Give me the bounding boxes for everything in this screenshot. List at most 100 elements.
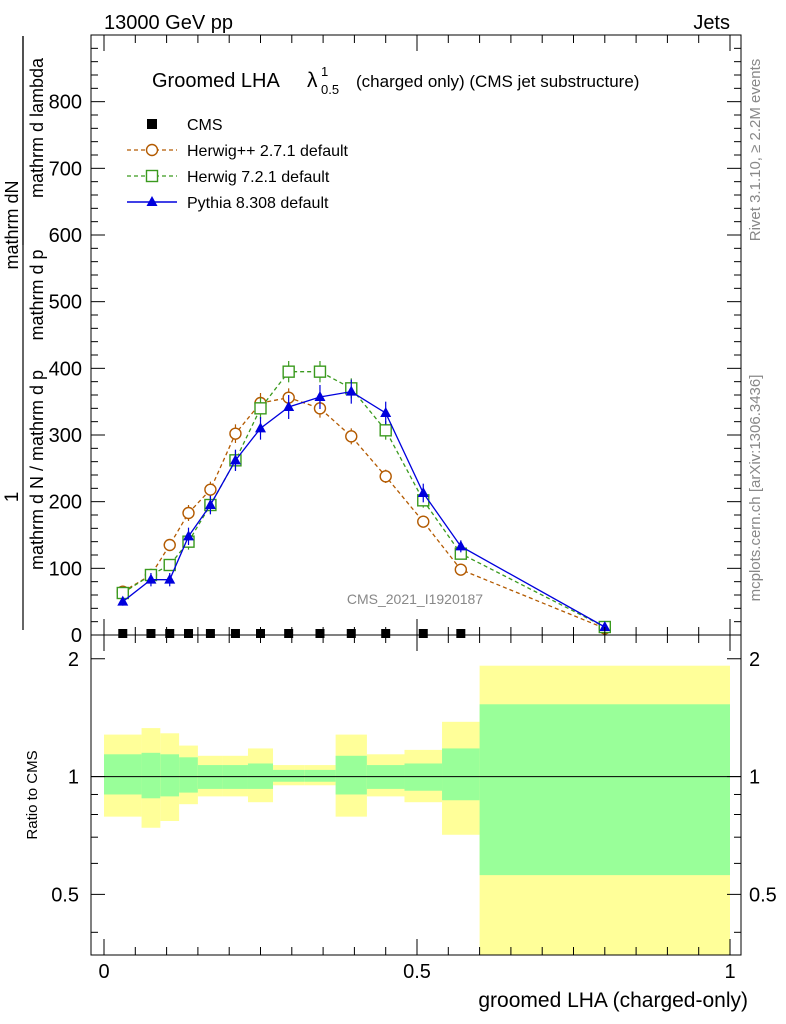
title-sub: 0.5: [321, 82, 339, 97]
main-ytick-label: 200: [49, 492, 82, 514]
title-symbol: λ: [307, 69, 318, 92]
point-pythia: [229, 454, 241, 465]
legend-marker-pythia: [146, 196, 158, 206]
ratio-ytick-label-left: 2: [68, 649, 79, 671]
legend-marker-herwig7: [145, 169, 159, 183]
ylabel-numerator-upper: mathrm dN: [2, 180, 22, 269]
series-line-herwig7: [122, 371, 606, 628]
ratio-ytick-label-left: 1: [68, 767, 79, 789]
ratio-ytick-label-right: 1: [749, 767, 760, 789]
header-left: 13000 GeV pp: [104, 12, 233, 34]
point-cms: [284, 629, 294, 638]
ratio-y-ticks: 0.5 0.5 1 1 2 2: [51, 649, 777, 933]
header-right: Jets: [693, 12, 730, 34]
point-herwig7: [379, 424, 392, 437]
x-tick-label: 0.5: [403, 961, 431, 983]
point-cms: [118, 629, 128, 638]
point-pythia: [455, 540, 467, 551]
point-herwig7: [282, 365, 295, 378]
point-herwig-pp: [182, 506, 195, 520]
point-herwig7: [254, 402, 267, 415]
main-ytick-label: 800: [49, 92, 82, 114]
point-pythia: [380, 407, 392, 417]
point-herwig-pp: [204, 483, 217, 496]
point-pythia: [117, 595, 129, 606]
main-ytick-label: 500: [49, 292, 82, 314]
point-herwig-pp: [379, 470, 392, 483]
main-y-axis-label: 1 mathrm d N / mathrm d p mathrm d p mat…: [2, 36, 47, 630]
side-text-top: Rivet 3.1.10, ≥ 2.2M events: [747, 59, 764, 242]
point-cms: [205, 629, 215, 638]
band-inner: [304, 769, 336, 782]
legend-marker-herwig-pp: [145, 143, 159, 157]
legend: CMS Herwig++ 2.7.1 default Herwig 7.2.1 …: [127, 117, 349, 212]
title-prefix: Groomed LHA: [152, 70, 280, 92]
point-herwig7: [313, 365, 327, 378]
band-inner: [335, 755, 367, 795]
point-herwig-pp: [454, 563, 468, 576]
x-ticks: 0 0.5 1: [98, 35, 736, 983]
point-pythia: [283, 401, 295, 411]
point-pythia: [314, 391, 326, 401]
legend-label-cms: CMS: [187, 117, 223, 134]
main-ytick-label: 100: [49, 558, 82, 580]
point-pythia: [345, 385, 357, 396]
band-inner: [141, 752, 161, 799]
ratio-ytick-label-right: 0.5: [749, 884, 777, 906]
legend-label-herwig7: Herwig 7.2.1 default: [187, 169, 330, 186]
main-y-ticks: 0 100 200 300 400 500 600 700 800: [49, 47, 741, 647]
main-ytick-label: 400: [49, 358, 82, 380]
main-panel: 0 100 200 300 400 500 600 700 800 CMS_2021_I1920…: [49, 34, 742, 647]
series-line-pythia: [122, 390, 606, 628]
point-herwig7: [163, 558, 176, 572]
point-pythia: [183, 530, 195, 541]
ylabel-denominator-lower: mathrm d N / mathrm d p: [27, 370, 47, 570]
point-herwig-pp: [417, 515, 430, 528]
point-cms: [418, 629, 428, 638]
point-pythia: [599, 621, 611, 631]
x-tick-label: 1: [724, 961, 735, 983]
legend-item-cms: CMS: [147, 117, 223, 134]
main-ytick-label: 0: [71, 625, 82, 647]
point-cms: [230, 629, 240, 638]
point-cms: [456, 629, 466, 638]
point-herwig-pp: [345, 430, 358, 443]
band-inner: [179, 757, 198, 793]
band-inner: [404, 763, 443, 791]
title-suffix: (charged only) (CMS jet substructure): [356, 72, 639, 91]
main-ytick-label: 700: [49, 158, 82, 180]
title-sup: 1: [321, 64, 328, 79]
ratio-ytick-label-right: 2: [749, 649, 760, 671]
legend-label-herwig-pp: Herwig++ 2.7.1 default: [187, 143, 349, 160]
watermark: CMS_2021_I1920187: [347, 591, 483, 607]
side-text-bottom: mcplots.cern.ch [arXiv:1306.3436]: [747, 375, 764, 602]
point-cms: [315, 629, 325, 638]
point-pythia: [164, 573, 176, 584]
point-cms: [346, 629, 356, 638]
legend-marker-cms: [147, 119, 157, 129]
main-ytick-label: 600: [49, 225, 82, 247]
point-pythia: [255, 422, 266, 433]
legend-label-pythia: Pythia 8.308 default: [187, 195, 329, 212]
ratio-bands: [91, 665, 741, 955]
band-inner: [479, 704, 730, 876]
band-inner: [442, 748, 480, 801]
ratio-panel: 0.5 0.51 12 2 0 0.5 1 Ratio to CMS: [24, 35, 777, 983]
series-line-herwig-pp: [122, 396, 606, 629]
x-tick-label: 0: [98, 961, 109, 983]
legend-item-herwig-pp: Herwig++ 2.7.1 default: [127, 143, 349, 160]
x-axis-label: groomed LHA (charged-only): [478, 989, 748, 1012]
point-herwig-pp: [229, 427, 242, 440]
plot-title: Groomed LHA λ 1 0.5 (charged only) (CMS …: [152, 64, 639, 97]
ylabel-numerator-lambda: mathrm d lambda: [27, 57, 47, 198]
point-pythia: [145, 573, 157, 584]
point-cms: [165, 629, 175, 638]
main-ytick-label: 300: [49, 425, 82, 447]
band-inner: [273, 769, 305, 782]
band-inner: [104, 754, 142, 795]
ylabel-one: 1: [2, 492, 23, 503]
legend-item-pythia: Pythia 8.308 default: [127, 195, 329, 212]
ratio-ytick-label-left: 0.5: [51, 884, 79, 906]
point-pythia: [417, 487, 429, 497]
